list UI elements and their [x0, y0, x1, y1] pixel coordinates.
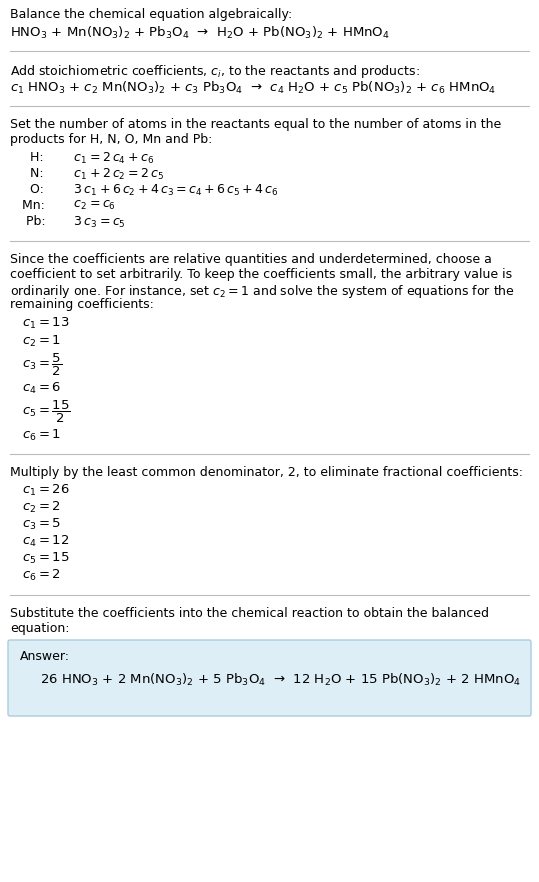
Text: Balance the chemical equation algebraically:: Balance the chemical equation algebraica…: [10, 8, 292, 21]
Text: $c_5 = \dfrac{15}{2}$: $c_5 = \dfrac{15}{2}$: [22, 399, 71, 425]
Text: Set the number of atoms in the reactants equal to the number of atoms in the: Set the number of atoms in the reactants…: [10, 118, 501, 131]
Text: 26 HNO$_3$ + 2 Mn(NO$_3$)$_2$ + 5 Pb$_3$O$_4$  →  12 H$_2$O + 15 Pb(NO$_3$)$_2$ : 26 HNO$_3$ + 2 Mn(NO$_3$)$_2$ + 5 Pb$_3$…: [40, 672, 521, 688]
Text: Pb:: Pb:: [22, 215, 50, 228]
Text: equation:: equation:: [10, 622, 70, 635]
Text: $c_3 = \dfrac{5}{2}$: $c_3 = \dfrac{5}{2}$: [22, 352, 62, 378]
Text: ordinarily one. For instance, set $c_2 = 1$ and solve the system of equations fo: ordinarily one. For instance, set $c_2 =…: [10, 283, 515, 300]
Text: $c_6 = 1$: $c_6 = 1$: [22, 428, 61, 443]
Text: Since the coefficients are relative quantities and underdetermined, choose a: Since the coefficients are relative quan…: [10, 253, 492, 266]
Text: O:: O:: [22, 183, 48, 196]
Text: $c_1 = 13$: $c_1 = 13$: [22, 316, 70, 331]
Text: $c_2 = c_6$: $c_2 = c_6$: [70, 199, 116, 212]
Text: $c_1 = 2\,c_4 + c_6$: $c_1 = 2\,c_4 + c_6$: [70, 151, 154, 166]
Text: $3\,c_1 + 6\,c_2 + 4\,c_3 = c_4 + 6\,c_5 + 4\,c_6$: $3\,c_1 + 6\,c_2 + 4\,c_3 = c_4 + 6\,c_5…: [70, 183, 279, 198]
Text: Answer:: Answer:: [20, 650, 70, 663]
Text: $c_2 = 2$: $c_2 = 2$: [22, 500, 61, 515]
Text: $c_1$ HNO$_3$ + $c_2$ Mn(NO$_3$)$_2$ + $c_3$ Pb$_3$O$_4$  →  $c_4$ H$_2$O + $c_5: $c_1$ HNO$_3$ + $c_2$ Mn(NO$_3$)$_2$ + $…: [10, 80, 496, 96]
Text: H:: H:: [22, 151, 47, 164]
Text: $c_4 = 12$: $c_4 = 12$: [22, 534, 70, 549]
Text: $c_1 + 2\,c_2 = 2\,c_5$: $c_1 + 2\,c_2 = 2\,c_5$: [70, 167, 164, 182]
Text: $c_3 = 5$: $c_3 = 5$: [22, 517, 61, 532]
Text: remaining coefficients:: remaining coefficients:: [10, 298, 154, 311]
Text: $c_2 = 1$: $c_2 = 1$: [22, 334, 61, 349]
Text: Mn:: Mn:: [22, 199, 49, 212]
Text: Substitute the coefficients into the chemical reaction to obtain the balanced: Substitute the coefficients into the che…: [10, 607, 489, 620]
Text: HNO$_3$ + Mn(NO$_3$)$_2$ + Pb$_3$O$_4$  →  H$_2$O + Pb(NO$_3$)$_2$ + HMnO$_4$: HNO$_3$ + Mn(NO$_3$)$_2$ + Pb$_3$O$_4$ →…: [10, 25, 390, 41]
Text: $c_4 = 6$: $c_4 = 6$: [22, 381, 61, 396]
Text: $c_5 = 15$: $c_5 = 15$: [22, 551, 70, 566]
Text: products for H, N, O, Mn and Pb:: products for H, N, O, Mn and Pb:: [10, 133, 212, 146]
Text: $c_6 = 2$: $c_6 = 2$: [22, 568, 61, 583]
Text: N:: N:: [22, 167, 47, 180]
Text: $c_1 = 26$: $c_1 = 26$: [22, 483, 70, 498]
Text: Add stoichiometric coefficients, $c_i$, to the reactants and products:: Add stoichiometric coefficients, $c_i$, …: [10, 63, 420, 80]
Text: Multiply by the least common denominator, 2, to eliminate fractional coefficient: Multiply by the least common denominator…: [10, 466, 523, 479]
Text: coefficient to set arbitrarily. To keep the coefficients small, the arbitrary va: coefficient to set arbitrarily. To keep …: [10, 268, 512, 281]
Text: $3\,c_3 = c_5$: $3\,c_3 = c_5$: [70, 215, 126, 230]
FancyBboxPatch shape: [8, 640, 531, 716]
